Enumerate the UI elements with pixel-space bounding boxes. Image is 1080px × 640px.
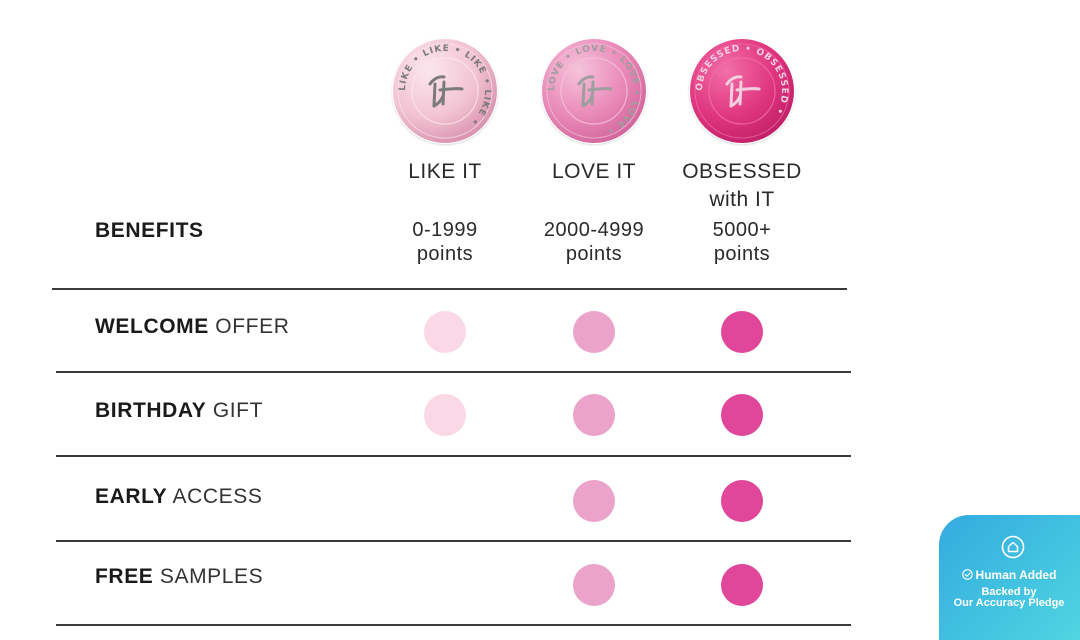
badge-line-1: Backed by (981, 586, 1037, 598)
benefit-dot (573, 311, 615, 353)
benefit-name-rest: SAMPLES (159, 565, 264, 588)
benefit-name-bold: FREE (95, 565, 154, 588)
tier-points-love-it: 2000-4999 points (509, 218, 679, 266)
like-it-medal-icon: LIKE • LIKE • LIKE • LIKE • (392, 38, 498, 144)
points-unit: points (416, 243, 474, 265)
divider (56, 624, 851, 626)
points-unit: points (713, 243, 771, 265)
divider (56, 455, 851, 457)
points-range: 5000+ (712, 219, 772, 241)
benefit-row-label: FREE SAMPLES (95, 565, 263, 589)
check-circle-icon (961, 569, 973, 580)
benefit-dot (424, 394, 466, 436)
human-added-badge[interactable]: Human Added Backed by Our Accuracy Pledg… (939, 515, 1080, 640)
benefit-name-rest: ACCESS (172, 485, 263, 508)
tier-obsessed-with-it: OBSESSED • OBSESSED • OBSESSED with IT (657, 38, 827, 214)
benefit-row-label: WELCOME OFFER (95, 315, 289, 339)
benefit-dot (573, 480, 615, 522)
love-it-medal-icon: LOVE • LOVE • LOVE • LOVE • (541, 38, 647, 144)
benefit-dot (721, 311, 763, 353)
benefit-row-label: EARLY ACCESS (95, 485, 263, 509)
benefit-row-label: BIRTHDAY GIFT (95, 399, 263, 423)
benefits-heading: BENEFITS (95, 219, 204, 242)
divider (56, 540, 851, 542)
benefit-dot (573, 394, 615, 436)
tier-points-like-it: 0-1999 points (360, 218, 530, 266)
benefit-dot (721, 480, 763, 522)
home-circle-icon (1001, 535, 1025, 559)
benefit-name-bold: WELCOME (95, 315, 209, 338)
benefit-dot (721, 394, 763, 436)
benefit-dot (424, 311, 466, 353)
points-range: 0-1999 (412, 219, 478, 241)
badge-title: Human Added (939, 568, 1079, 582)
benefit-name-rest: GIFT (212, 399, 264, 422)
benefit-dot (573, 564, 615, 606)
tier-like-it: LIKE • LIKE • LIKE • LIKE • LIKE IT (360, 38, 530, 186)
obsessed-medal-icon: OBSESSED • OBSESSED • (689, 38, 795, 144)
tier-points-obsessed: 5000+ points (657, 218, 827, 266)
badge-title-text: Human Added (975, 568, 1057, 582)
tier-name: LIKE IT (408, 160, 482, 183)
badge-line-2: Our Accuracy Pledge (953, 597, 1065, 609)
tier-love-it: LOVE • LOVE • LOVE • LOVE • LOVE IT (509, 38, 679, 186)
tier-name: LOVE IT (551, 160, 637, 183)
divider (52, 288, 847, 290)
benefit-dot (721, 564, 763, 606)
badge-subtitle: Backed by Our Accuracy Pledge (939, 587, 1079, 609)
divider (56, 371, 851, 373)
benefit-name-rest: OFFER (215, 315, 290, 338)
benefit-name-bold: EARLY (95, 485, 168, 508)
benefit-name-bold: BIRTHDAY (95, 399, 207, 422)
points-range: 2000-4999 (543, 219, 645, 241)
points-unit: points (565, 243, 623, 265)
tier-name: OBSESSED with IT (682, 160, 802, 211)
